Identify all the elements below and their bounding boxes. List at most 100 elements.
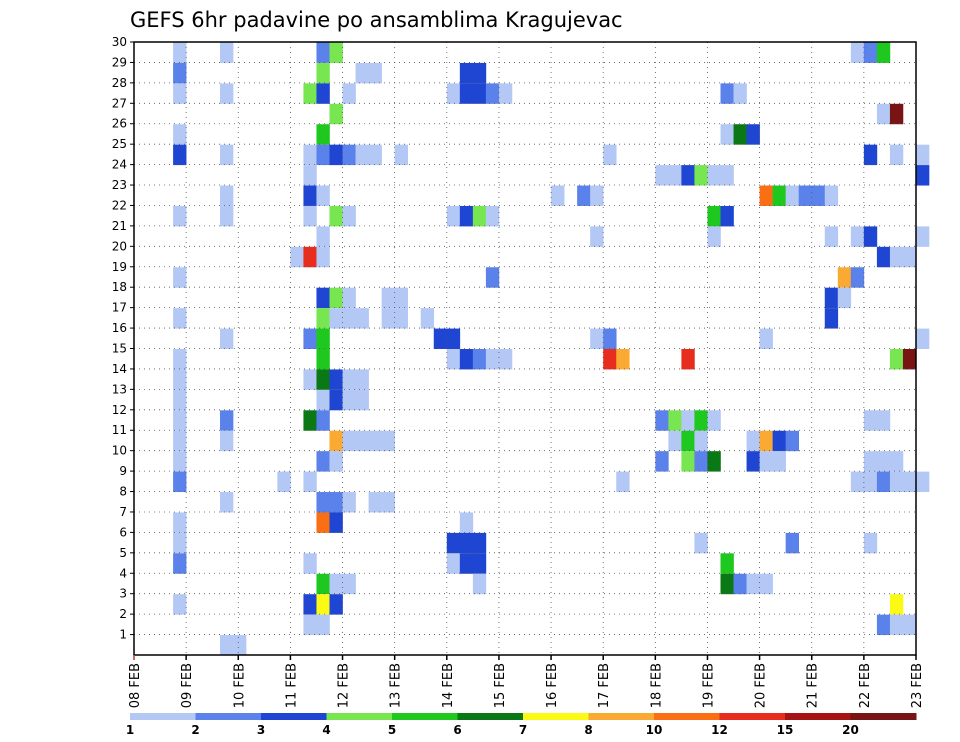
y-tick-label: 18 — [112, 280, 127, 294]
heatmap-cell — [889, 144, 904, 166]
heatmap-cell — [902, 471, 917, 493]
heatmap-cell — [459, 205, 474, 227]
heatmap-cell — [824, 185, 839, 206]
heatmap-cell — [498, 349, 513, 370]
x-tick-label: 16 FEB — [545, 663, 560, 708]
heatmap-cell — [316, 614, 330, 636]
heatmap-cell — [173, 62, 187, 84]
heatmap-cell — [342, 430, 356, 452]
heatmap-cell — [381, 308, 395, 329]
heatmap-cell — [173, 553, 187, 574]
heatmap-cell — [173, 369, 187, 390]
heatmap-cell — [173, 42, 187, 63]
heatmap-cell — [485, 83, 500, 104]
heatmap-cell — [889, 614, 904, 636]
heatmap-cell — [616, 349, 630, 370]
heatmap-cell — [303, 328, 317, 349]
heatmap-cell — [472, 62, 487, 84]
y-tick-label: 27 — [112, 96, 127, 110]
heatmap-cell — [902, 349, 917, 370]
y-tick-label: 12 — [112, 403, 127, 417]
x-tick-label: 20 FEB — [754, 663, 769, 708]
heatmap-cell — [889, 103, 904, 125]
heatmap-cell — [329, 430, 343, 452]
heatmap-cell — [446, 532, 461, 554]
heatmap-cell — [329, 389, 343, 411]
y-tick-label: 1 — [119, 628, 127, 642]
heatmap-cell — [316, 389, 330, 411]
heatmap-cell — [459, 349, 474, 370]
heatmap-cell — [355, 308, 369, 329]
heatmap-cell — [850, 226, 865, 247]
heatmap-cell — [220, 83, 234, 104]
heatmap-cell — [459, 62, 474, 84]
heatmap-cell — [173, 512, 187, 533]
colorbar-level-label: 3 — [257, 723, 265, 737]
heatmap-cell — [863, 532, 878, 554]
chart-title: GEFS 6hr padavine po ansamblima Kragujev… — [130, 8, 623, 32]
heatmap-cell — [759, 185, 773, 206]
heatmap-cell — [720, 83, 734, 104]
y-tick-label: 26 — [112, 117, 127, 131]
heatmap-cell — [485, 205, 500, 227]
heatmap-cell — [342, 205, 356, 227]
colorbar-level-label: 7 — [519, 723, 527, 737]
heatmap-cell — [785, 430, 799, 452]
heatmap-cell — [655, 165, 669, 186]
heatmap-cell — [876, 471, 891, 493]
y-tick-label: 30 — [112, 35, 127, 49]
heatmap-cell — [889, 246, 904, 268]
colorbar-swatch — [392, 713, 458, 720]
heatmap-cell — [220, 42, 234, 63]
heatmap-cell — [681, 451, 695, 472]
heatmap-cell — [220, 144, 234, 166]
colorbar-legend: 1 2 3 4 5 6 7 8 10 12 15 20 — [126, 713, 917, 737]
heatmap-cell — [277, 471, 291, 493]
colorbar-level-label: 15 — [777, 723, 794, 737]
heatmap-cell — [472, 553, 487, 574]
y-tick-label: 29 — [112, 55, 127, 69]
heatmap-cell — [342, 369, 356, 390]
heatmap-cell — [590, 185, 604, 206]
heatmap-cell — [233, 635, 247, 656]
heatmap-cell — [173, 349, 187, 370]
heatmap-cell — [173, 430, 187, 452]
colorbar-level-label: 8 — [584, 723, 592, 737]
heatmap-cell — [472, 573, 487, 595]
heatmap-cell — [342, 83, 356, 104]
heatmap-cell — [355, 369, 369, 390]
heatmap-cell — [446, 83, 461, 104]
heatmap-cell — [303, 144, 317, 166]
heatmap-cell — [220, 205, 234, 227]
x-tick-label: 21 FEB — [806, 663, 821, 708]
heatmap-cell — [916, 165, 930, 186]
colorbar-level-label: 5 — [388, 723, 396, 737]
heatmap-cell — [303, 165, 317, 186]
heatmap-cell — [902, 614, 917, 636]
heatmap-cell — [316, 246, 330, 268]
heatmap-cell — [472, 349, 487, 370]
heatmap-cell — [329, 573, 343, 595]
y-tick-label: 10 — [112, 444, 127, 458]
heatmap-cell — [446, 205, 461, 227]
y-tick-label: 22 — [112, 198, 127, 212]
y-tick-label: 20 — [112, 239, 127, 253]
x-tick-label: 09 FEB — [180, 663, 195, 708]
heatmap-cell — [590, 226, 604, 247]
heatmap-cell — [707, 226, 721, 247]
y-tick-label: 15 — [112, 342, 127, 356]
heatmap-cell — [342, 144, 356, 166]
heatmap-cell — [759, 430, 773, 452]
heatmap-cell — [668, 410, 682, 431]
x-tick-label: 18 FEB — [649, 663, 664, 708]
heatmap-cell — [329, 42, 343, 63]
colorbar-swatch — [588, 713, 655, 720]
heatmap-cell — [720, 165, 734, 186]
x-tick-label: 11 FEB — [284, 663, 299, 708]
heatmap-cell — [329, 512, 343, 533]
heatmap-cell — [772, 430, 786, 452]
colorbar-level-label: 6 — [453, 723, 461, 737]
heatmap-cell — [876, 42, 891, 63]
heatmap-cell — [329, 144, 343, 166]
